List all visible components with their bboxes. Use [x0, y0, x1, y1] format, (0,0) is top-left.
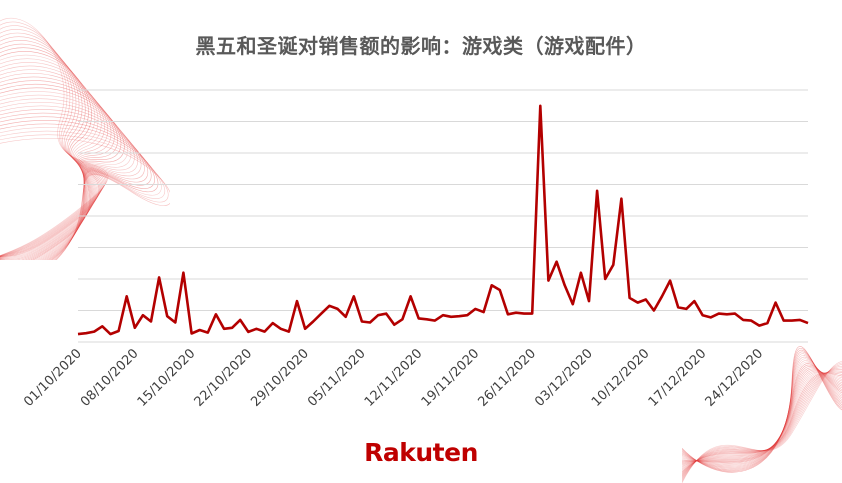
wave-line	[682, 368, 842, 466]
wave-line	[0, 116, 152, 260]
wave-line	[0, 83, 122, 260]
wave-line	[682, 366, 842, 463]
x-tick-label: 24/12/2020	[703, 346, 767, 410]
wave-line	[0, 94, 132, 260]
wave-line	[682, 361, 842, 483]
decorative-waves-left	[0, 17, 170, 260]
wave-line	[0, 112, 149, 260]
rakuten-logo: Rakuten	[364, 438, 478, 467]
wave-line	[682, 363, 842, 464]
wave-line	[0, 58, 99, 258]
wave-line	[0, 120, 155, 260]
wave-line	[0, 21, 108, 257]
wave-line	[682, 371, 842, 469]
wave-line	[682, 371, 842, 475]
wave-line	[682, 348, 842, 472]
series-line	[77, 104, 809, 336]
wave-line	[0, 65, 105, 260]
wave-line	[0, 40, 103, 257]
wave-line	[0, 32, 105, 257]
x-axis-tick-labels: 01/10/202008/10/202015/10/202022/10/2020…	[21, 346, 766, 410]
wave-line	[0, 76, 115, 260]
wave-line	[0, 102, 138, 260]
wave-line	[682, 346, 842, 473]
wave-line	[682, 369, 842, 467]
wave-line	[0, 54, 99, 258]
wave-line	[0, 73, 112, 260]
wave-line	[0, 25, 107, 257]
wave-line	[0, 29, 106, 257]
decorative-waves-right	[682, 346, 842, 483]
x-tick-label: 22/10/2020	[192, 346, 256, 410]
wave-line	[0, 69, 109, 260]
wave-line	[682, 369, 842, 478]
wave-line	[682, 370, 842, 468]
x-tick-label: 01/10/2020	[21, 346, 85, 410]
wave-line	[0, 123, 159, 260]
wave-line	[0, 87, 125, 260]
wave-line	[682, 372, 842, 473]
x-tick-label: 19/11/2020	[419, 346, 483, 410]
wave-line	[0, 62, 102, 259]
wave-line	[682, 349, 842, 471]
wave-line	[682, 372, 842, 472]
wave-line	[682, 358, 842, 467]
x-tick-label: 15/10/2020	[135, 346, 199, 410]
wave-line	[682, 372, 842, 471]
wave-line	[682, 351, 842, 470]
wave-line	[682, 362, 842, 482]
wave-line	[682, 366, 842, 480]
wave-line	[0, 91, 128, 260]
x-tick-label: 12/11/2020	[362, 346, 426, 410]
wave-line	[682, 367, 842, 479]
wave-line	[0, 130, 165, 260]
wave-line	[0, 109, 145, 260]
x-tick-label: 03/12/2020	[532, 346, 596, 410]
wave-line	[682, 361, 842, 465]
x-tick-label: 26/11/2020	[475, 346, 539, 410]
wave-line	[0, 138, 170, 260]
wave-line	[682, 372, 842, 474]
wave-line	[0, 36, 104, 257]
wave-line	[0, 80, 118, 260]
wave-line	[682, 355, 842, 468]
wave-line	[682, 370, 842, 476]
x-tick-label: 29/10/2020	[248, 346, 312, 410]
grid-lines	[78, 89, 808, 343]
wave-line	[0, 43, 102, 257]
x-tick-label: 17/12/2020	[646, 346, 710, 410]
wave-line	[0, 105, 142, 260]
wave-line	[0, 51, 100, 258]
wave-line	[682, 357, 842, 467]
wave-line	[682, 364, 842, 481]
wave-line	[682, 367, 842, 465]
x-tick-label: 05/11/2020	[305, 346, 369, 410]
wave-line	[0, 17, 109, 256]
wave-line	[682, 364, 842, 463]
wave-line	[0, 98, 135, 260]
wave-line	[0, 47, 101, 258]
wave-line	[0, 127, 162, 260]
x-tick-label: 10/12/2020	[589, 346, 653, 410]
wave-line	[0, 134, 169, 260]
wave-line	[682, 360, 842, 466]
x-tick-label: 08/10/2020	[78, 346, 142, 410]
chart-title: 黑五和圣诞对销售额的影响：游戏类（游戏配件）	[195, 34, 647, 58]
wave-line	[682, 353, 842, 469]
